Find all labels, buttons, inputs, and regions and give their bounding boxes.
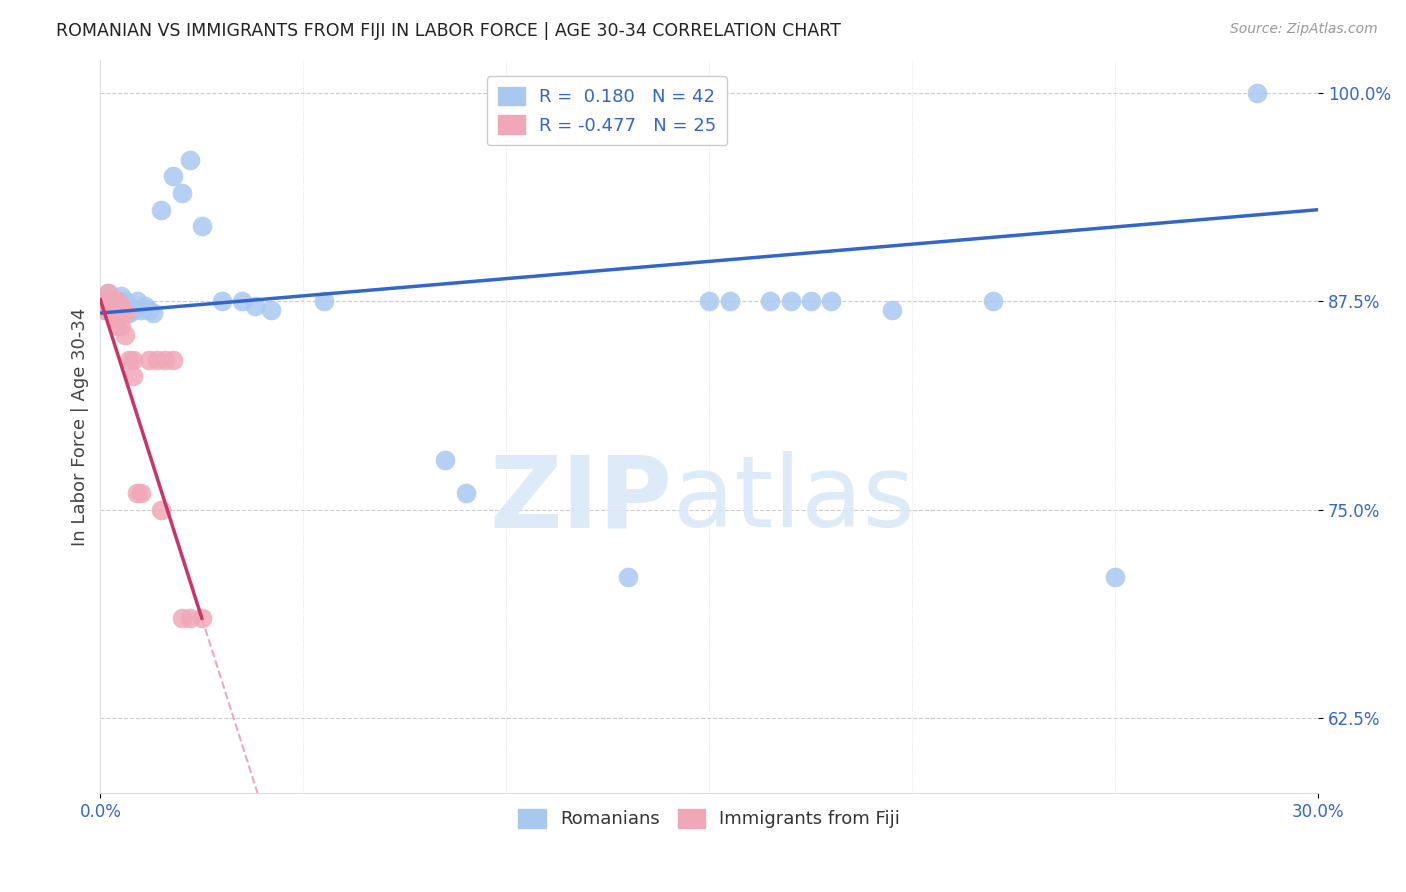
Point	[880, 302, 903, 317]
Point	[93, 294, 115, 309]
Point	[125, 294, 148, 309]
Point	[617, 569, 640, 583]
Point	[105, 319, 128, 334]
Point	[243, 300, 266, 314]
Point	[121, 352, 143, 367]
Point	[129, 302, 152, 317]
Legend: Romanians, Immigrants from Fiji: Romanians, Immigrants from Fiji	[512, 802, 907, 836]
Point	[211, 294, 233, 309]
Point	[114, 294, 136, 309]
Point	[134, 300, 156, 314]
Point	[142, 306, 165, 320]
Point	[110, 302, 132, 317]
Point	[118, 300, 141, 314]
Point	[114, 302, 136, 317]
Point	[121, 369, 143, 384]
Point	[93, 294, 115, 309]
Point	[170, 611, 193, 625]
Point	[97, 302, 120, 317]
Point	[114, 327, 136, 342]
Point	[434, 453, 457, 467]
Point	[93, 302, 115, 317]
Point	[697, 294, 720, 309]
Point	[105, 294, 128, 309]
Point	[138, 352, 160, 367]
Point	[170, 186, 193, 200]
Point	[121, 302, 143, 317]
Point	[179, 153, 201, 167]
Point	[759, 294, 782, 309]
Point	[983, 294, 1005, 309]
Point	[260, 302, 283, 317]
Point	[155, 352, 177, 367]
Y-axis label: In Labor Force | Age 30-34: In Labor Force | Age 30-34	[72, 307, 89, 546]
Point	[125, 486, 148, 500]
Point	[101, 302, 124, 317]
Point	[312, 294, 335, 309]
Point	[110, 319, 132, 334]
Point	[454, 486, 477, 500]
Point	[779, 294, 801, 309]
Point	[97, 302, 120, 317]
Point	[118, 352, 141, 367]
Point	[101, 306, 124, 320]
Point	[1246, 86, 1268, 100]
Point	[191, 219, 214, 234]
Point	[118, 306, 141, 320]
Point	[110, 300, 132, 314]
Point	[800, 294, 823, 309]
Point	[138, 302, 160, 317]
Text: atlas: atlas	[673, 451, 914, 549]
Point	[150, 202, 173, 217]
Text: ZIP: ZIP	[489, 451, 673, 549]
Point	[105, 294, 128, 309]
Point	[231, 294, 253, 309]
Point	[101, 294, 124, 309]
Point	[129, 486, 152, 500]
Point	[97, 286, 120, 301]
Point	[191, 611, 214, 625]
Point	[101, 294, 124, 309]
Point	[162, 169, 184, 184]
Point	[146, 352, 169, 367]
Point	[718, 294, 741, 309]
Point	[1104, 569, 1126, 583]
Text: ROMANIAN VS IMMIGRANTS FROM FIJI IN LABOR FORCE | AGE 30-34 CORRELATION CHART: ROMANIAN VS IMMIGRANTS FROM FIJI IN LABO…	[56, 22, 841, 40]
Text: Source: ZipAtlas.com: Source: ZipAtlas.com	[1230, 22, 1378, 37]
Point	[110, 289, 132, 303]
Point	[150, 503, 173, 517]
Point	[114, 306, 136, 320]
Point	[179, 611, 201, 625]
Point	[162, 352, 184, 367]
Point	[105, 311, 128, 326]
Point	[97, 286, 120, 301]
Point	[820, 294, 842, 309]
